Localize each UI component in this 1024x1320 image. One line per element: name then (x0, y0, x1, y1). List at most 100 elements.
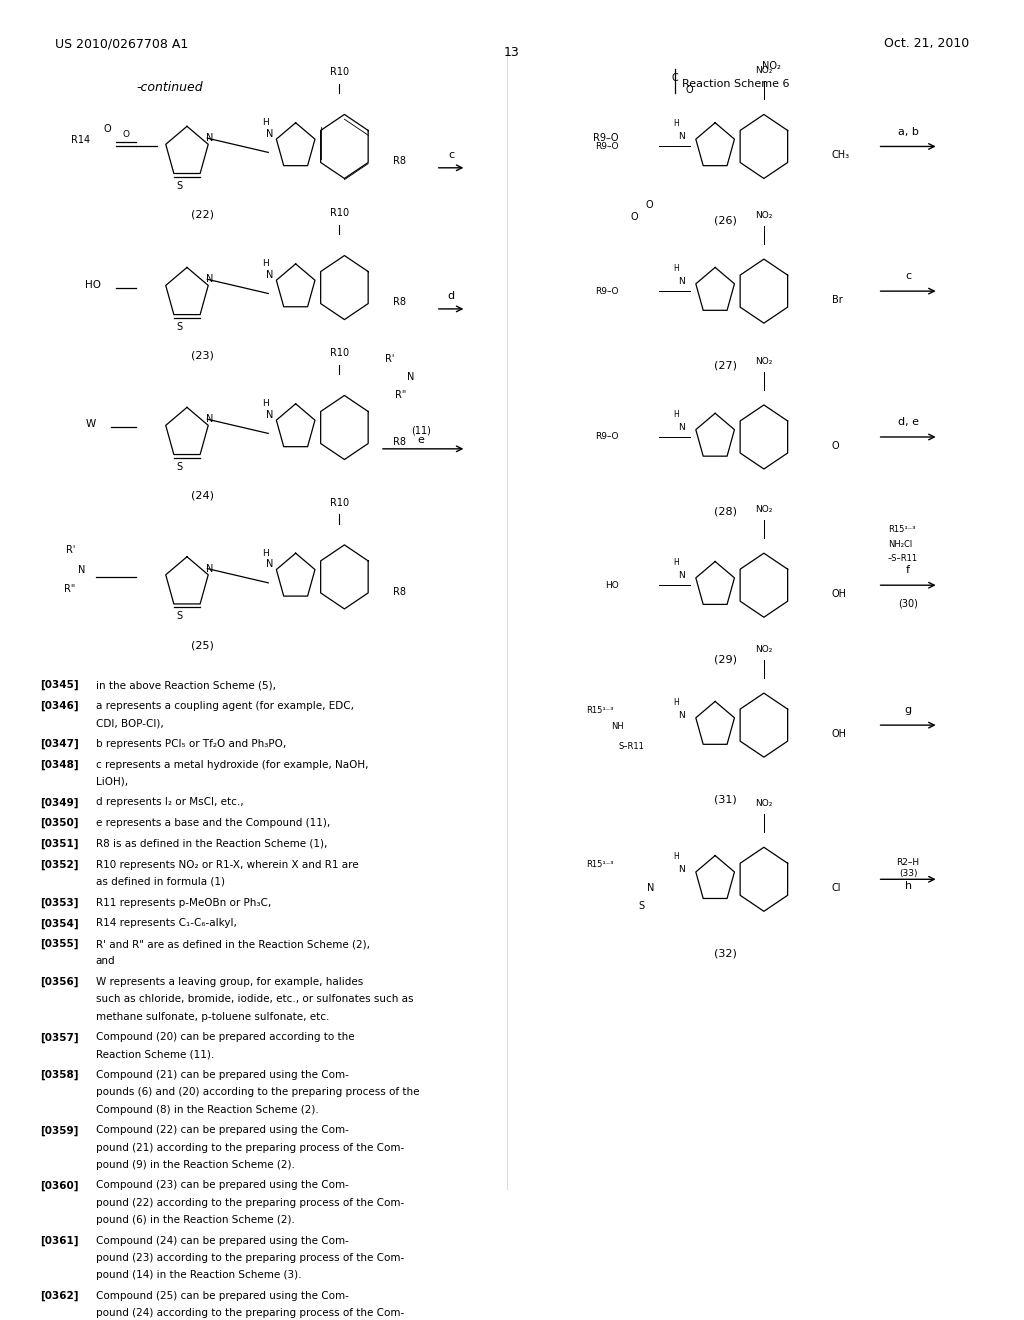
Text: (28): (28) (714, 506, 737, 516)
Text: H: H (262, 259, 268, 268)
Text: c represents a metal hydroxide (for example, NaOH,: c represents a metal hydroxide (for exam… (95, 759, 368, 770)
Text: N: N (206, 133, 213, 143)
Text: methane sulfonate, p-toluene sulfonate, etc.: methane sulfonate, p-toluene sulfonate, … (95, 1011, 329, 1022)
Text: (24): (24) (190, 491, 214, 500)
Text: LiOH),: LiOH), (95, 776, 128, 787)
Text: R2–H: R2–H (897, 858, 920, 867)
Text: [0345]: [0345] (40, 680, 79, 690)
Text: [0362]: [0362] (40, 1291, 78, 1302)
Text: R15¹⁻³: R15¹⁻³ (586, 861, 613, 870)
Text: Reaction Scheme (11).: Reaction Scheme (11). (95, 1049, 214, 1060)
Text: R': R' (66, 545, 75, 556)
Text: S–R11: S–R11 (618, 742, 644, 751)
Text: [0360]: [0360] (40, 1180, 78, 1191)
Text: R10: R10 (330, 209, 349, 218)
Text: R' and R" are as defined in the Reaction Scheme (2),: R' and R" are as defined in the Reaction… (95, 939, 370, 949)
Text: S: S (177, 181, 183, 190)
Text: O: O (831, 441, 840, 451)
Text: C: C (671, 73, 678, 83)
Text: OH: OH (831, 729, 847, 739)
Text: [0352]: [0352] (40, 859, 78, 870)
Text: R8: R8 (393, 156, 407, 166)
Text: H: H (262, 399, 268, 408)
Text: N: N (265, 271, 273, 280)
Text: NO₂: NO₂ (755, 506, 772, 513)
Text: R14 represents C₁-C₆-alkyl,: R14 represents C₁-C₆-alkyl, (95, 919, 237, 928)
Text: [0348]: [0348] (40, 759, 79, 770)
Text: and: and (95, 957, 116, 966)
Text: US 2010/0267708 A1: US 2010/0267708 A1 (55, 37, 188, 50)
Text: [0354]: [0354] (40, 919, 79, 929)
Text: pound (6) in the Reaction Scheme (2).: pound (6) in the Reaction Scheme (2). (95, 1214, 295, 1225)
Text: H: H (262, 549, 268, 557)
Text: R11 represents p-MeOBn or Ph₃C,: R11 represents p-MeOBn or Ph₃C, (95, 898, 270, 908)
Text: [0356]: [0356] (40, 977, 78, 987)
Text: S: S (177, 611, 183, 620)
Text: Compound (21) can be prepared using the Com-: Compound (21) can be prepared using the … (95, 1071, 348, 1080)
Text: c: c (905, 272, 911, 281)
Text: pound (14) in the Reaction Scheme (3).: pound (14) in the Reaction Scheme (3). (95, 1270, 301, 1280)
Text: d, e: d, e (898, 417, 919, 428)
Text: [0346]: [0346] (40, 701, 79, 711)
Text: O: O (104, 124, 112, 135)
Text: CH₃: CH₃ (831, 150, 850, 160)
Text: R10: R10 (330, 498, 349, 508)
Text: [0347]: [0347] (40, 739, 79, 748)
Text: H: H (674, 558, 679, 568)
Text: Compound (23) can be prepared using the Com-: Compound (23) can be prepared using the … (95, 1180, 348, 1191)
Text: (33): (33) (899, 869, 918, 878)
Text: (32): (32) (714, 948, 736, 958)
Text: N: N (678, 866, 685, 874)
Text: e: e (417, 434, 424, 445)
Text: Reaction Scheme 6: Reaction Scheme 6 (682, 79, 790, 88)
Text: [0355]: [0355] (40, 939, 78, 949)
Text: [0361]: [0361] (40, 1236, 78, 1246)
Text: N: N (265, 129, 273, 139)
Text: R10: R10 (330, 348, 349, 358)
Text: N: N (678, 572, 685, 581)
Text: H: H (674, 411, 679, 418)
Text: pound (24) according to the preparing process of the Com-: pound (24) according to the preparing pr… (95, 1308, 403, 1317)
Text: R': R' (385, 354, 395, 364)
Text: N: N (407, 372, 414, 381)
Text: [0359]: [0359] (40, 1126, 78, 1135)
Text: S: S (177, 322, 183, 331)
Text: -continued: -continued (136, 82, 203, 94)
Text: Compound (8) in the Reaction Scheme (2).: Compound (8) in the Reaction Scheme (2). (95, 1105, 318, 1114)
Text: R": R" (63, 585, 75, 594)
Text: NO₂: NO₂ (755, 645, 772, 653)
Text: pound (21) according to the preparing process of the Com-: pound (21) according to the preparing pr… (95, 1143, 403, 1152)
Text: (30): (30) (898, 598, 919, 609)
Text: R8 is as defined in the Reaction Scheme (1),: R8 is as defined in the Reaction Scheme … (95, 840, 327, 849)
Text: R8: R8 (393, 586, 407, 597)
Text: R15¹⁻³: R15¹⁻³ (586, 706, 613, 715)
Text: pound (22) according to the preparing process of the Com-: pound (22) according to the preparing pr… (95, 1197, 403, 1208)
Text: H: H (262, 117, 268, 127)
Text: Cl: Cl (831, 883, 842, 894)
Text: N: N (206, 275, 213, 284)
Text: (25): (25) (190, 640, 214, 649)
Text: NO₂: NO₂ (755, 356, 772, 366)
Text: pound (23) according to the preparing process of the Com-: pound (23) according to the preparing pr… (95, 1253, 403, 1263)
Text: OH: OH (831, 589, 847, 599)
Text: W represents a leaving group, for example, halides: W represents a leaving group, for exampl… (95, 977, 362, 987)
Text: [0357]: [0357] (40, 1032, 79, 1043)
Text: f: f (906, 565, 910, 576)
Text: R9–O: R9–O (595, 286, 618, 296)
Text: 13: 13 (504, 46, 520, 58)
Text: [0358]: [0358] (40, 1071, 78, 1081)
Text: (22): (22) (190, 210, 214, 219)
Text: Compound (22) can be prepared using the Com-: Compound (22) can be prepared using the … (95, 1126, 348, 1135)
Text: W: W (85, 420, 95, 429)
Text: NH₂Cl: NH₂Cl (888, 540, 912, 549)
Text: N: N (678, 422, 685, 432)
Text: R14: R14 (72, 135, 90, 145)
Text: R8: R8 (393, 437, 407, 447)
Text: H: H (674, 853, 679, 861)
Text: NO₂: NO₂ (762, 62, 780, 71)
Text: N: N (678, 711, 685, 721)
Text: such as chloride, bromide, iodide, etc., or sulfonates such as: such as chloride, bromide, iodide, etc.,… (95, 994, 413, 1005)
Text: NO₂: NO₂ (755, 799, 772, 808)
Text: Br: Br (831, 294, 843, 305)
Text: N: N (647, 883, 654, 894)
